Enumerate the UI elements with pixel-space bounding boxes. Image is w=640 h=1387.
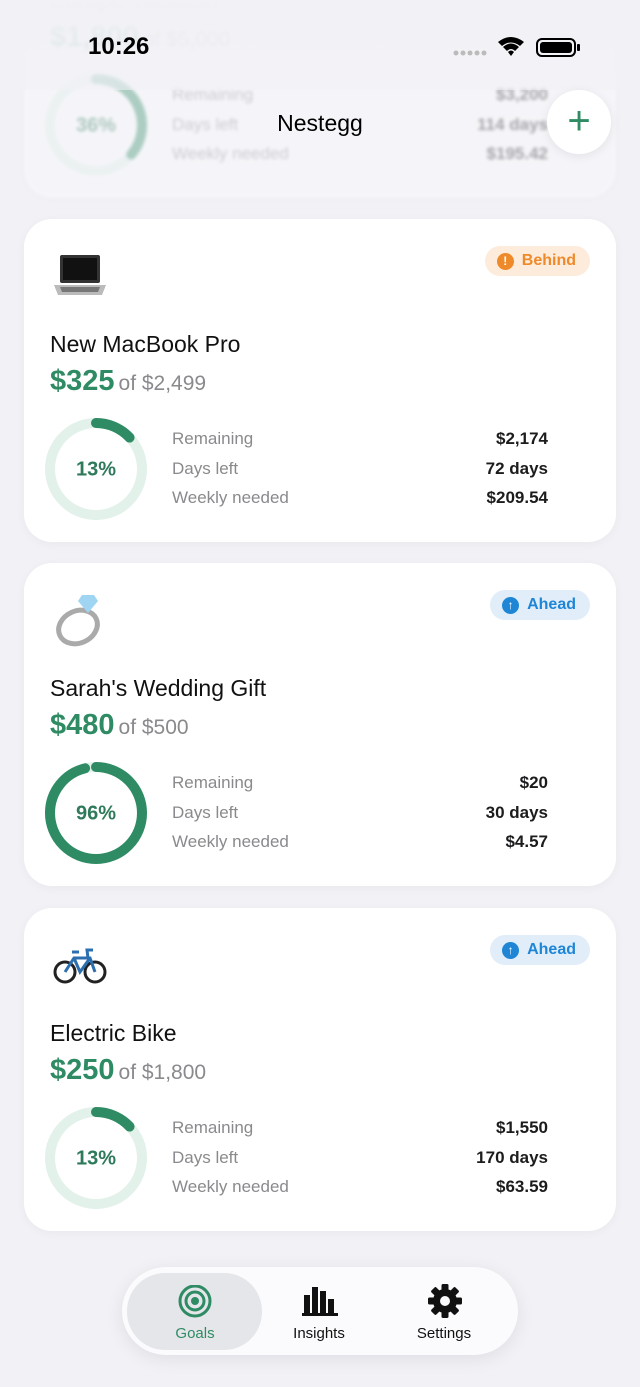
status-icon: ! [496, 252, 514, 270]
ring-progress [45, 1107, 147, 1209]
goal-amount: $250 of $1,800 [50, 1054, 206, 1087]
insights-icon [302, 1287, 338, 1316]
goals-icon [178, 1285, 212, 1318]
stat-row: Weekly needed $195.42 [172, 144, 548, 168]
stat-label: Weekly needed [172, 144, 289, 163]
goal-amount: $325 of $2,499 [50, 365, 206, 398]
status-badge: ! Behind [484, 246, 590, 276]
stat-label: Remaining [172, 773, 254, 792]
stat-row: Days left 30 days [172, 803, 548, 827]
tab-label[interactable]: Goals [175, 1325, 215, 1342]
stat-value: 170 days [476, 1148, 548, 1167]
goal-icon [56, 595, 100, 647]
stat-value: $209.54 [486, 488, 548, 507]
tab-label[interactable]: Settings [416, 1325, 472, 1342]
settings-icon [428, 1284, 462, 1318]
status-text: Ahead [527, 941, 576, 958]
goal-card[interactable]: ↑ Ahead Electric Bike $250 of $1,800 13% Rema… [24, 908, 616, 1231]
stat-value: 30 days [485, 803, 548, 822]
stat-row: Remaining $2,174 [172, 429, 548, 453]
target-amount: of $500 [118, 716, 189, 739]
add-button[interactable]: + [547, 90, 611, 154]
saved-amount: $325 [50, 365, 115, 397]
stat-row: Days left 72 days [172, 459, 548, 483]
status-text: Ahead [527, 596, 576, 613]
goal-icon [53, 948, 107, 984]
goal-icon [54, 255, 106, 295]
stat-row: Weekly needed $209.54 [172, 488, 548, 512]
status-icon: ↑ [502, 941, 520, 959]
target-amount: of $1,800 [118, 1061, 207, 1084]
stat-value: $2,174 [496, 429, 548, 448]
stat-label: Days left [172, 803, 239, 822]
stat-value: 114 days [477, 115, 548, 134]
stat-value: $4.57 [505, 832, 548, 851]
stat-value: $63.59 [496, 1177, 548, 1196]
status-icons [453, 37, 580, 57]
goal-card[interactable]: ! Behind New MacBook Pro $325 of $2,499 13% R… [24, 219, 616, 542]
progress-text: 13% [76, 458, 116, 480]
ring-progress [45, 418, 147, 520]
progress-text: 13% [76, 1147, 116, 1169]
stat-label: Weekly needed [172, 832, 289, 851]
status-badge: ↑ Ahead [490, 590, 590, 620]
goal-name: Electric Bike [50, 1020, 177, 1046]
clock: 10:26 [88, 33, 150, 60]
status-icon: ↑ [502, 596, 520, 614]
saved-amount: $250 [50, 1054, 115, 1086]
goal-card[interactable]: ↑ Ahead Sarah's Wedding Gift $480 of $500 96… [24, 563, 616, 886]
goal-name: Sarah's Wedding Gift [50, 675, 267, 701]
stat-label: Days left [172, 1148, 239, 1167]
stat-value: 72 days [485, 459, 548, 478]
ring-progress [45, 762, 147, 864]
header-fade [0, 0, 640, 90]
progress-text: 36% [76, 114, 116, 136]
stat-label: Remaining [172, 429, 254, 448]
stat-row: Remaining $1,550 [172, 1118, 548, 1142]
stat-label: Days left [172, 459, 239, 478]
goal-amount: $480 of $500 [50, 709, 189, 742]
status-text: Behind [521, 252, 576, 269]
stat-label: Weekly needed [172, 1177, 289, 1196]
stat-row: Days left 170 days [172, 1148, 548, 1172]
stat-label: Weekly needed [172, 488, 289, 507]
target-amount: of $2,499 [118, 372, 207, 395]
stat-label: Days left [172, 115, 239, 134]
stat-row: Weekly needed $4.57 [172, 832, 548, 856]
stat-label: Remaining [172, 1118, 254, 1137]
stat-value: $20 [519, 773, 548, 792]
stat-row: Days left 114 days [172, 115, 548, 139]
goal-name: New MacBook Pro [50, 331, 241, 357]
status-badge: ↑ Ahead [490, 935, 590, 965]
progress-text: 96% [76, 802, 116, 824]
progress-ring: 96% [45, 762, 147, 864]
saved-amount: $480 [50, 709, 115, 741]
stat-row: Weekly needed $63.59 [172, 1177, 548, 1201]
tab-label[interactable]: Insights [293, 1325, 345, 1342]
stat-value: $1,550 [496, 1118, 548, 1137]
progress-ring: 13% [45, 1107, 147, 1209]
progress-ring: 13% [45, 418, 147, 520]
stat-value: $195.42 [486, 144, 548, 163]
tab-bar: Goals Insights Settings [122, 1267, 518, 1355]
stat-row: Remaining $20 [172, 773, 548, 797]
nav-title: Nestegg [277, 110, 363, 136]
